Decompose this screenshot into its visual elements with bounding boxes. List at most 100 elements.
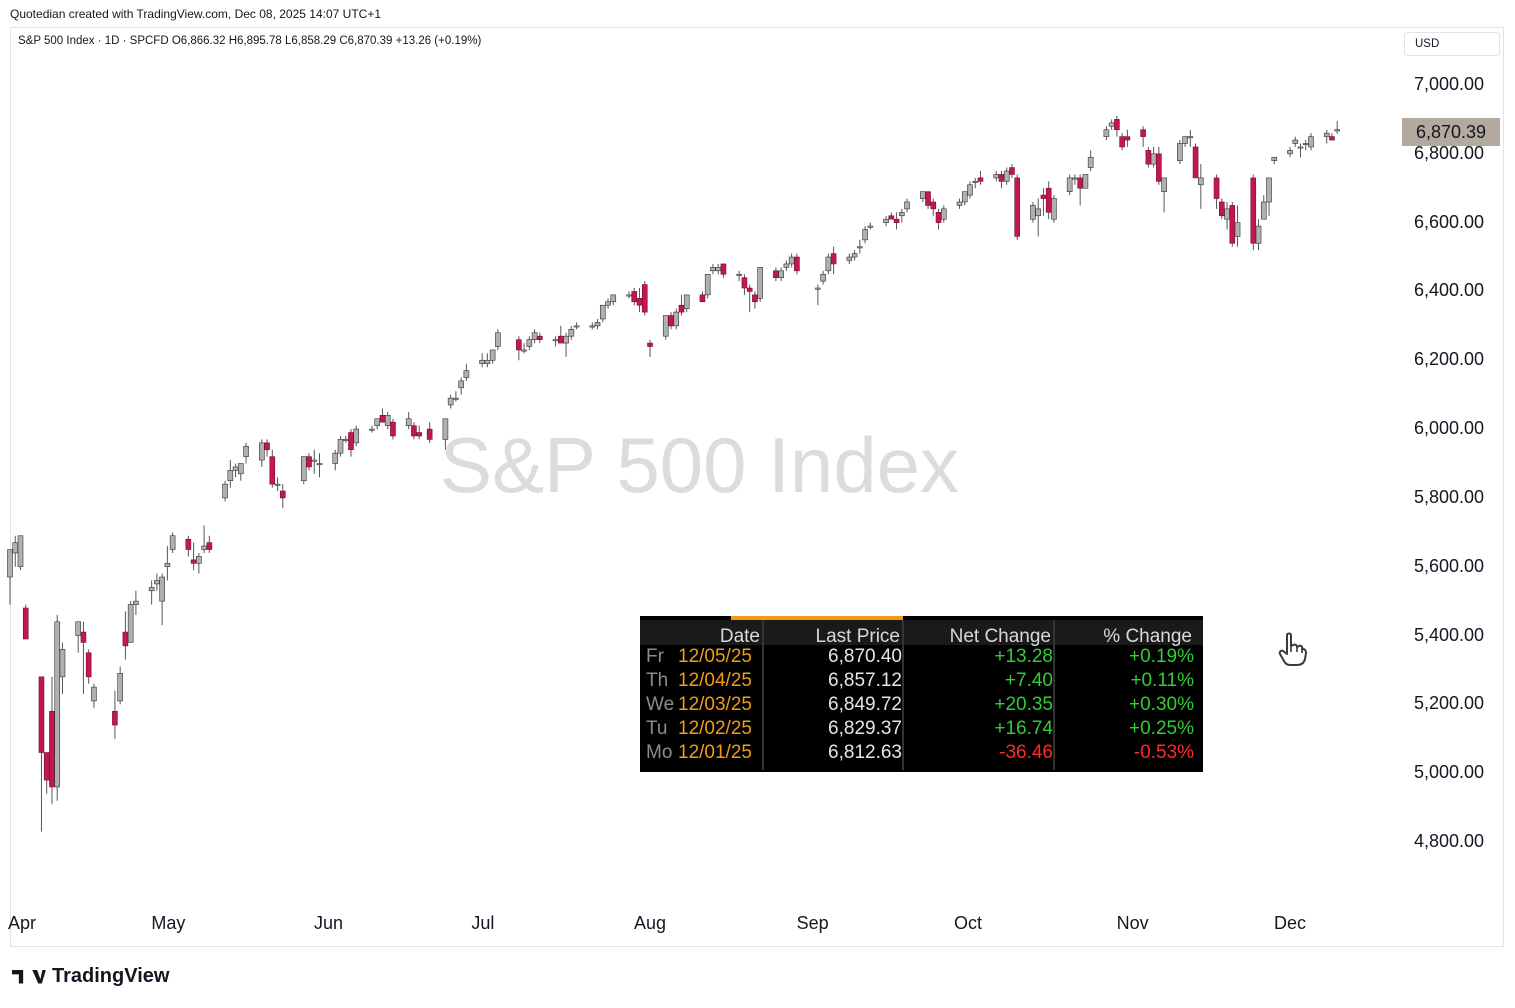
candle[interactable] (1030, 201, 1036, 223)
candle[interactable] (206, 535, 213, 553)
candle[interactable] (479, 353, 485, 368)
candle[interactable] (537, 332, 543, 344)
candle[interactable] (133, 590, 139, 615)
candle[interactable] (815, 284, 821, 306)
candle[interactable] (552, 336, 559, 347)
candle[interactable] (935, 208, 942, 230)
candle[interactable] (1224, 201, 1230, 230)
candle[interactable] (961, 191, 968, 206)
candle[interactable] (1145, 146, 1152, 168)
candle[interactable] (993, 171, 1000, 182)
candle[interactable] (1156, 146, 1162, 185)
candle[interactable] (783, 260, 790, 271)
candle[interactable] (453, 391, 459, 402)
candle[interactable] (736, 270, 742, 282)
candle[interactable] (232, 463, 239, 478)
candle[interactable] (1182, 136, 1188, 147)
candle[interactable] (1292, 136, 1299, 147)
candle[interactable] (154, 573, 160, 591)
candle[interactable] (641, 281, 648, 316)
candle[interactable] (1198, 164, 1204, 209)
candle[interactable] (605, 298, 611, 309)
candle[interactable] (568, 325, 575, 340)
candle[interactable] (411, 422, 417, 440)
candle[interactable] (495, 329, 501, 350)
candle[interactable] (846, 253, 853, 264)
candle[interactable] (1082, 174, 1089, 189)
candle[interactable] (369, 425, 375, 433)
candle[interactable] (662, 315, 669, 340)
candle[interactable] (1108, 119, 1115, 130)
tradingview-logo[interactable]: TradingView (12, 965, 169, 988)
candle[interactable] (117, 666, 123, 705)
candle[interactable] (353, 425, 360, 447)
candle[interactable] (185, 535, 192, 557)
candle[interactable] (75, 621, 81, 653)
candle[interactable] (610, 294, 617, 306)
candle[interactable] (558, 325, 564, 344)
candle[interactable] (54, 614, 61, 801)
candle[interactable] (678, 294, 685, 316)
candle[interactable] (673, 308, 680, 330)
candle[interactable] (972, 177, 979, 189)
candle[interactable] (668, 312, 674, 330)
candle[interactable] (867, 222, 874, 230)
candle[interactable] (91, 683, 97, 708)
candle[interactable] (710, 263, 716, 275)
candle[interactable] (752, 291, 758, 309)
candle[interactable] (112, 690, 118, 739)
candle[interactable] (227, 460, 234, 488)
candle[interactable] (38, 676, 45, 832)
candle[interactable] (238, 463, 244, 481)
candle[interactable] (1014, 174, 1021, 240)
candle[interactable] (925, 191, 931, 209)
candle[interactable] (390, 418, 396, 440)
candle[interactable] (337, 435, 344, 457)
candle[interactable] (516, 336, 522, 361)
candle[interactable] (316, 453, 323, 478)
candle[interactable] (1192, 143, 1199, 179)
candle[interactable] (757, 267, 763, 302)
candle[interactable] (222, 480, 228, 502)
candle[interactable] (17, 535, 24, 571)
candle[interactable] (426, 422, 433, 443)
candle[interactable] (122, 611, 129, 660)
candle[interactable] (1308, 133, 1314, 151)
candle[interactable] (820, 270, 826, 285)
candle[interactable] (1103, 126, 1110, 141)
candle[interactable] (883, 215, 889, 227)
candle[interactable] (1229, 201, 1236, 247)
candle[interactable] (1009, 164, 1015, 178)
candle[interactable] (127, 601, 134, 643)
candle[interactable] (1302, 140, 1309, 151)
candle[interactable] (1260, 195, 1267, 220)
candle[interactable] (626, 291, 632, 299)
candle[interactable] (1045, 181, 1052, 220)
candle[interactable] (80, 621, 87, 695)
candle[interactable] (636, 288, 643, 313)
candle[interactable] (788, 253, 795, 268)
candle[interactable] (1035, 198, 1041, 237)
candle[interactable] (589, 322, 596, 330)
candle[interactable] (169, 532, 176, 553)
candle[interactable] (1287, 146, 1293, 158)
candle[interactable] (904, 198, 910, 213)
candle[interactable] (599, 304, 606, 323)
candle[interactable] (1114, 115, 1120, 137)
candle[interactable] (489, 349, 496, 364)
candlestick-plot[interactable] (0, 0, 1400, 950)
candle[interactable] (893, 212, 900, 230)
candle[interactable] (1234, 205, 1241, 247)
candle[interactable] (269, 449, 276, 488)
candle[interactable] (274, 477, 281, 492)
candle[interactable] (830, 246, 837, 275)
candle[interactable] (279, 484, 286, 509)
candle[interactable] (447, 394, 454, 409)
candle[interactable] (1213, 174, 1220, 209)
candle[interactable] (967, 181, 973, 199)
candle[interactable] (862, 226, 868, 244)
candle[interactable] (720, 263, 727, 278)
candle[interactable] (1323, 129, 1330, 144)
candle[interactable] (159, 573, 165, 626)
candle[interactable] (348, 429, 354, 457)
